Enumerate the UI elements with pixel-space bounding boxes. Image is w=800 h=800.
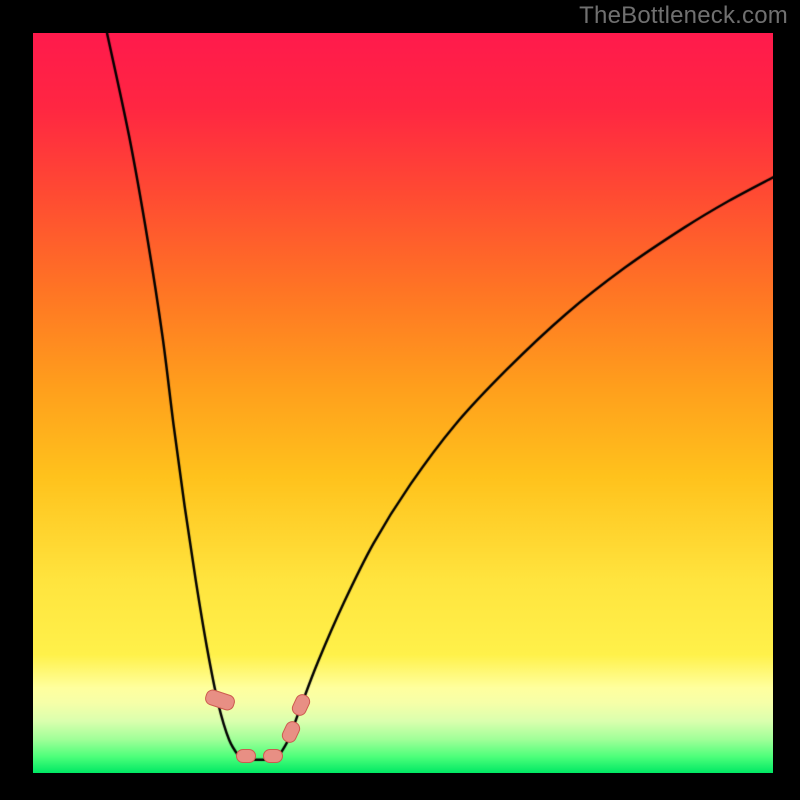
watermark-text: TheBottleneck.com xyxy=(579,2,788,30)
data-marker xyxy=(236,749,256,763)
curve-canvas xyxy=(33,33,773,773)
data-marker xyxy=(263,749,283,763)
figure: TheBottleneck.com xyxy=(0,0,800,800)
plot-area xyxy=(33,33,773,773)
